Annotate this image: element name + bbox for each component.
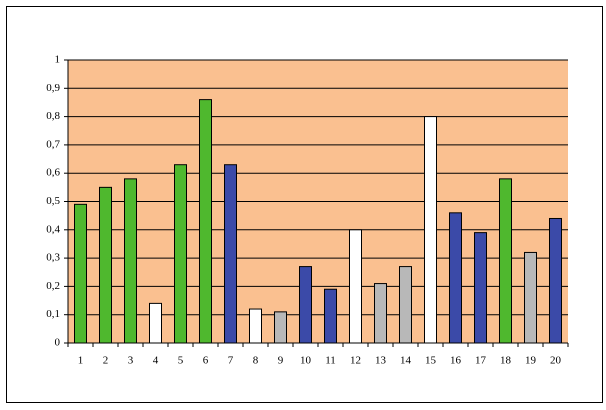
y-tick-label: 0,9 [46,82,60,94]
x-tick-label: 18 [500,355,512,367]
x-tick-label: 1 [78,355,84,367]
bar [199,99,212,344]
bar [274,311,287,344]
bar [299,266,312,344]
x-tick-label: 3 [128,355,134,367]
y-tick-label: 0,1 [46,308,60,320]
bar [399,266,412,344]
bar [149,302,162,344]
bar [249,308,262,344]
bar [224,164,237,344]
x-tick-label: 19 [525,355,537,367]
y-tick-label: 0,5 [46,195,60,207]
bar [124,178,137,344]
x-tick-label: 7 [228,355,234,367]
x-tick-label: 13 [375,355,387,367]
x-tick-label: 6 [203,355,209,367]
x-tick-label: 2 [103,355,109,367]
x-tick-label: 9 [278,355,284,367]
x-tick-label: 16 [450,355,462,367]
bar [424,116,437,344]
x-tick-label: 5 [178,355,184,367]
bar [499,178,512,344]
x-tick-label: 20 [550,355,562,367]
x-tick-label: 17 [475,355,487,367]
y-tick-label: 1 [55,54,61,66]
y-tick-label: 0,8 [46,110,60,122]
bar [524,251,537,344]
bar [99,186,112,344]
y-tick-label: 0,2 [46,280,60,292]
bar [449,212,462,344]
x-tick-label: 12 [350,355,361,367]
x-tick-label: 11 [325,355,336,367]
x-tick-label: 10 [300,355,312,367]
bar [74,203,87,344]
y-tick-label: 0,6 [46,167,60,179]
x-tick-label: 15 [425,355,437,367]
y-tick-label: 0,3 [46,252,60,264]
y-tick-label: 0,4 [46,223,60,235]
bar [374,283,387,344]
bar [324,288,337,344]
x-tick-label: 8 [253,355,259,367]
bar [349,229,362,344]
bar [174,164,187,344]
x-tick-label: 4 [153,355,159,367]
x-tick-label: 14 [400,355,412,367]
y-tick-label: 0 [55,337,61,349]
bar [549,217,562,344]
bar [474,232,487,344]
y-tick-label: 0,7 [46,138,60,150]
